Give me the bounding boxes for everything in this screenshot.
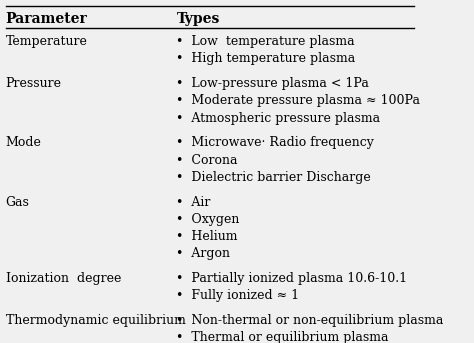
Text: •  Argon: • Argon <box>176 247 230 260</box>
Text: Mode: Mode <box>6 137 41 150</box>
Text: •  Partially ionized plasma 10.6-10.1: • Partially ionized plasma 10.6-10.1 <box>176 272 408 285</box>
Text: •  Thermal or equilibrium plasma: • Thermal or equilibrium plasma <box>176 331 389 343</box>
Text: •  Corona: • Corona <box>176 154 238 167</box>
Text: Temperature: Temperature <box>6 35 87 48</box>
Text: •  Low-pressure plasma < 1Pa: • Low-pressure plasma < 1Pa <box>176 78 369 90</box>
Text: •  Helium: • Helium <box>176 230 238 243</box>
Text: •  Low  temperature plasma: • Low temperature plasma <box>176 35 355 48</box>
Text: •  Dielectric barrier Discharge: • Dielectric barrier Discharge <box>176 171 371 184</box>
Text: •  Fully ionized ≈ 1: • Fully ionized ≈ 1 <box>176 289 300 302</box>
Text: •  Air: • Air <box>176 196 211 209</box>
Text: •  Microwave· Radio frequency: • Microwave· Radio frequency <box>176 137 374 150</box>
Text: •  Atmospheric pressure plasma: • Atmospheric pressure plasma <box>176 111 381 125</box>
Text: •  High temperature plasma: • High temperature plasma <box>176 52 356 66</box>
Text: Ionization  degree: Ionization degree <box>6 272 121 285</box>
Text: Gas: Gas <box>6 196 29 209</box>
Text: Pressure: Pressure <box>6 78 62 90</box>
Text: Types: Types <box>176 12 220 26</box>
Text: •  Oxygen: • Oxygen <box>176 213 240 226</box>
Text: Parameter: Parameter <box>6 12 87 26</box>
Text: •  Moderate pressure plasma ≈ 100Pa: • Moderate pressure plasma ≈ 100Pa <box>176 94 420 107</box>
Text: •  Non-thermal or non-equilibrium plasma: • Non-thermal or non-equilibrium plasma <box>176 314 444 327</box>
Text: Thermodynamic equilibrium: Thermodynamic equilibrium <box>6 314 185 327</box>
